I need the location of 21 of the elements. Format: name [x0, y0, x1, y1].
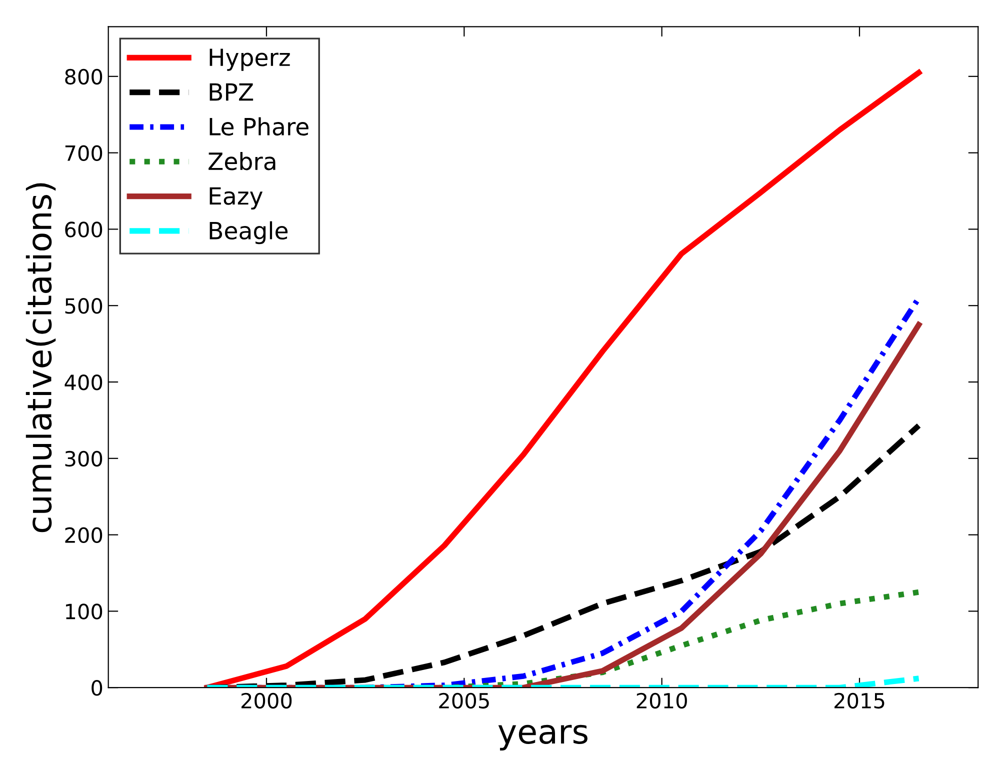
- y-tick-label: 600: [65, 222, 102, 238]
- y-axis-title: cumulative(citations): [26, 183, 56, 532]
- y-tick-label: 100: [66, 604, 102, 620]
- x-axis-title: years: [498, 724, 588, 750]
- x-tick-label: 2015: [834, 692, 884, 709]
- y-tick-label: 800: [65, 68, 102, 85]
- y-tick-label: 700: [65, 145, 102, 162]
- legend-label: Eazy: [210, 187, 263, 210]
- y-tick-label: 200: [65, 527, 102, 544]
- y-tick-label: 0: [92, 680, 102, 696]
- y-tick-label: 300: [65, 450, 102, 467]
- legend-label: Hyperz: [210, 48, 290, 71]
- legend-label: Beagle: [210, 221, 288, 244]
- x-tick-label: 2010: [636, 692, 687, 709]
- legend-label: Zebra: [208, 152, 276, 170]
- y-tick-label: 500: [65, 298, 102, 314]
- legend-label: Le Phare: [210, 117, 308, 136]
- legend-label: BPZ: [210, 83, 254, 101]
- x-tick-label: 2005: [439, 692, 489, 709]
- x-tick-label: 2000: [242, 692, 292, 709]
- y-tick-label: 400: [64, 374, 102, 390]
